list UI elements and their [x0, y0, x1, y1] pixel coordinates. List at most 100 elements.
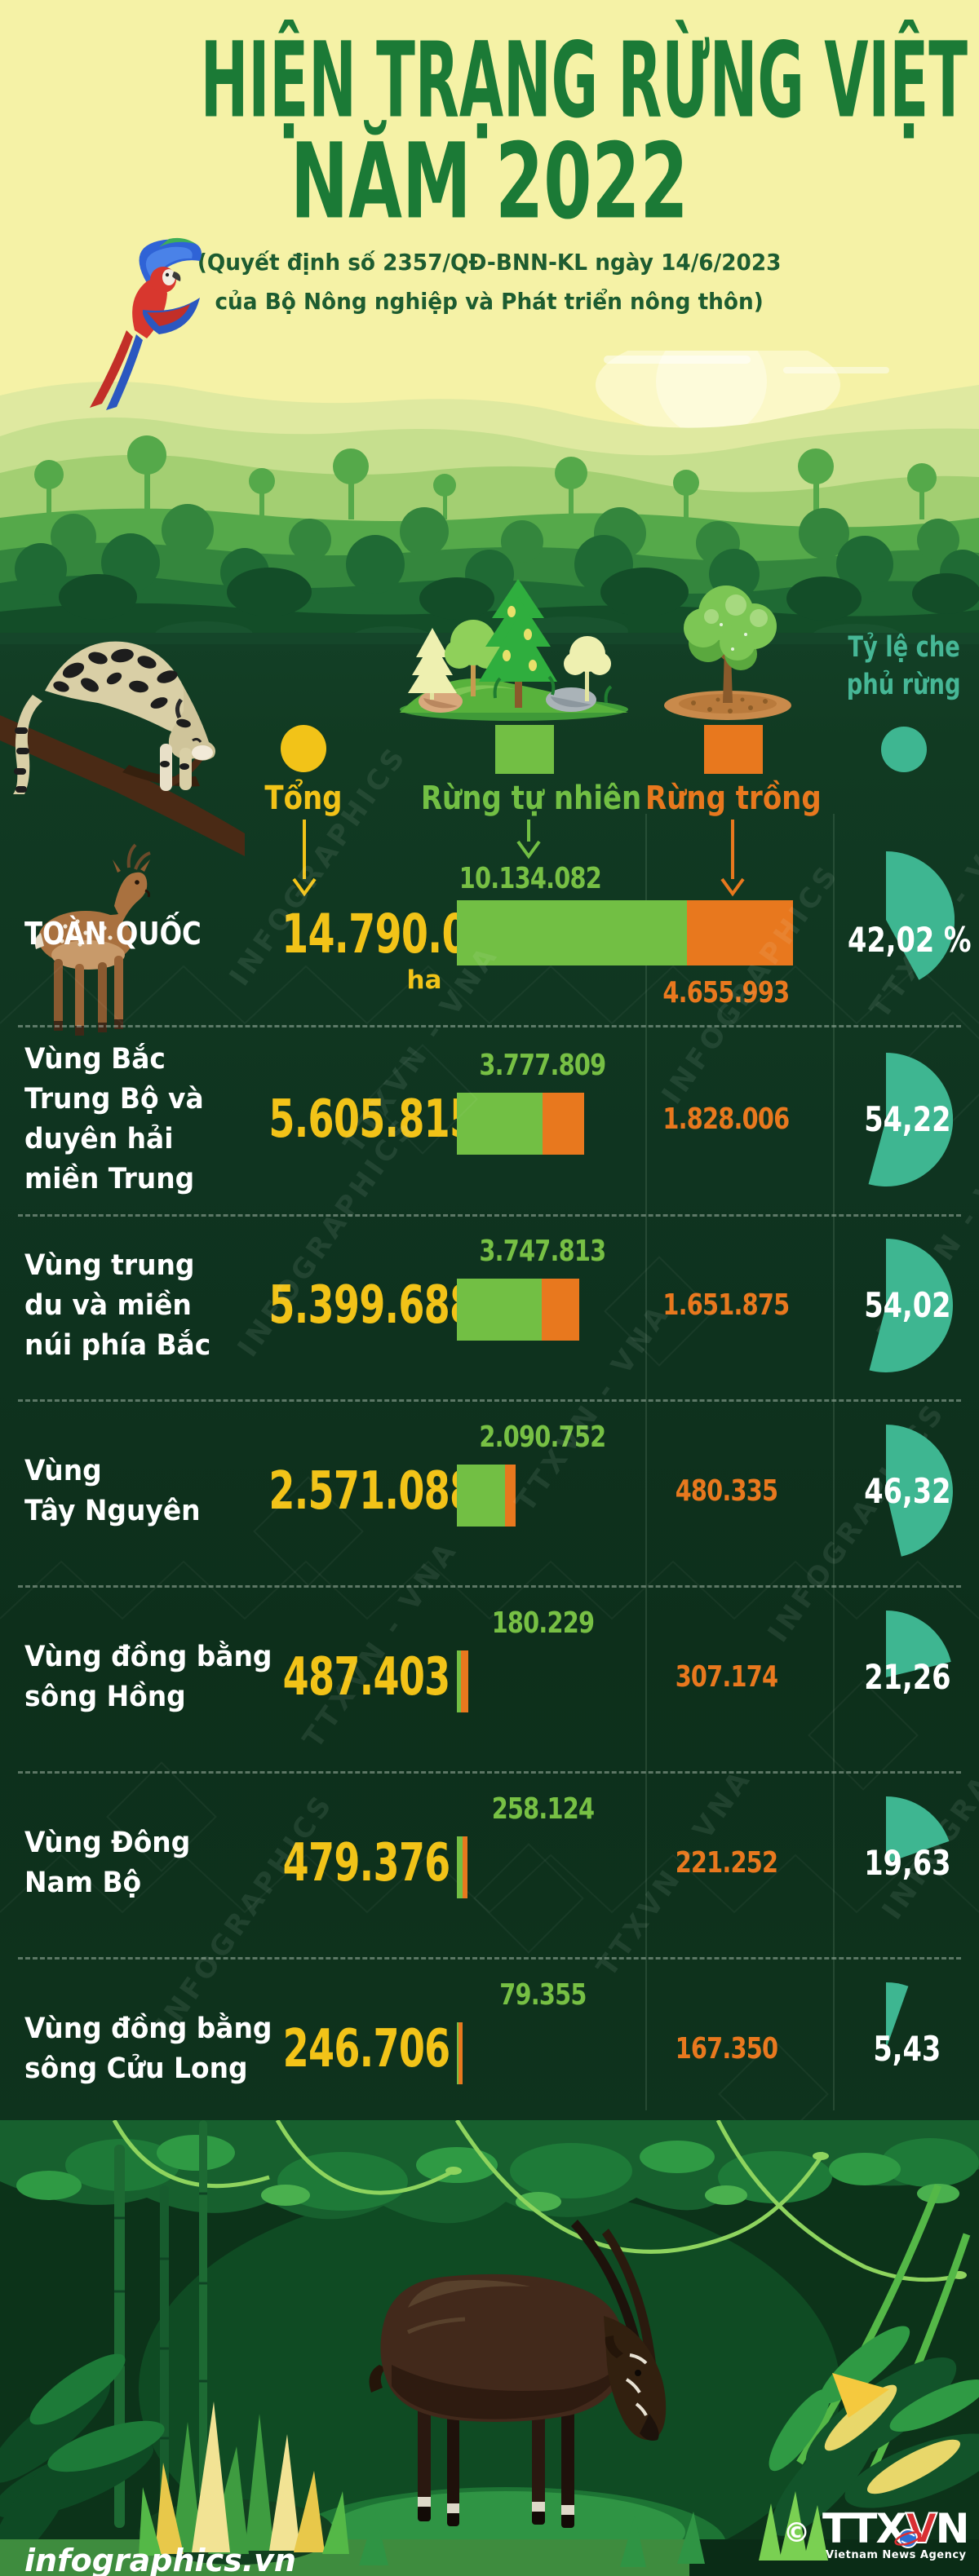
website-text: infographics.vn: [24, 2543, 296, 2576]
forest-bar-planted: [687, 900, 793, 965]
forest-bar-planted: [461, 1650, 468, 1712]
forest-bar-natural: [457, 1650, 461, 1712]
unit-label: ha: [406, 965, 442, 995]
page-title-line2: NĂM 2022: [0, 120, 979, 242]
coverage-pie: [886, 1982, 909, 2049]
region-name-line: Vùng Bắc: [24, 1043, 166, 1076]
region-name-line: Vùng trung: [24, 1249, 195, 1282]
page-title-line1: HIỆN TRẠNG RỪNG VIỆT NAM: [0, 19, 979, 141]
forest-bar-planted: [542, 1279, 579, 1341]
region-name-line: duyên hải: [24, 1123, 174, 1155]
forest-bar-natural: [457, 2022, 458, 2084]
total-value-text: 2.571.088: [268, 1461, 476, 1522]
copyright-icon: ©: [783, 2516, 810, 2548]
title-text-1: HIỆN TRẠNG RỪNG VIỆT NAM: [200, 19, 979, 142]
planted-value: 1.828.006: [636, 1103, 816, 1136]
region-name-line: Vùng Đông: [24, 1827, 191, 1859]
watermark-diamond: [473, 1843, 584, 1954]
region-name-line: miền Trung: [24, 1163, 195, 1195]
forest-bar-natural: [457, 1279, 542, 1341]
total-value-text: 5.399.688: [268, 1275, 476, 1336]
region-name: Vùng Bắc Trung Bộ và duyên hải miền Trung: [24, 1040, 215, 1200]
forest-bar: [457, 2022, 463, 2084]
natural-value: 2.090.752: [445, 1421, 640, 1454]
row-separator-2: [18, 1214, 961, 1217]
coverage-pie: [886, 1425, 953, 1557]
jungle-footer-illustration: [0, 2120, 979, 2576]
total-value-text: 246.706: [282, 2019, 450, 2079]
coverage-legend-label-1: Tỷ lệ che: [822, 631, 979, 664]
planted-value-text: 307.174: [675, 1660, 777, 1694]
planted-value-text: 1.828.006: [662, 1102, 791, 1136]
planted-value: 1.651.875: [636, 1289, 816, 1322]
region-name-line: núi phía Bắc: [24, 1329, 211, 1362]
forest-bar: [457, 1279, 579, 1341]
total-value: 5.399.688: [188, 1273, 476, 1338]
natural-forest-illustration: [400, 579, 628, 721]
total-value: 5.605.815: [188, 1087, 476, 1152]
subtitle-text-1: (Quyết định số 2357/QĐ-BNN-KL ngày 14/6/…: [197, 249, 782, 276]
forest-bar-planted: [505, 1465, 516, 1527]
agency-acronym-letter: N: [935, 2505, 970, 2552]
region-name-line: TOÀN QUỐC: [24, 916, 202, 952]
coverage-legend-text-2: phủ rừng: [847, 669, 961, 701]
planted-value: 307.174: [636, 1661, 816, 1694]
natural-value-text: 3.777.809: [479, 1049, 607, 1082]
coverage-pie: [869, 1239, 953, 1372]
coverage-value: 46,32: [834, 1474, 979, 1509]
natural-arrow-icon: [516, 820, 541, 859]
planted-value-text: 4.655.993: [662, 976, 791, 1010]
row-separator-1: [18, 1025, 961, 1027]
planted-legend-label: Rừng trồng: [611, 780, 856, 817]
total-legend-text: Tổng: [264, 780, 343, 817]
row-separator-3: [18, 1399, 961, 1402]
agency-acronym-letter: T: [822, 2505, 851, 2552]
region-name-line: Nam Bộ: [24, 1867, 142, 1899]
coverage-value: 21,26: [834, 1659, 979, 1695]
total-value: 487.403: [188, 1645, 450, 1710]
planted-legend-swatch: [704, 725, 763, 774]
total-arrow-icon: [292, 820, 317, 897]
clouded-leopard-illustration: [0, 641, 245, 856]
header: HIỆN TRẠNG RỪNG VIỆT NAM NĂM 2022 (Quyết…: [0, 0, 979, 359]
total-legend-label: Tổng: [238, 780, 369, 817]
forest-bar-natural: [457, 900, 687, 965]
region-name: TOÀN QUỐC: [24, 914, 233, 954]
region-name: Vùng Đông Nam Bộ: [24, 1823, 201, 1903]
planted-value-text: 221.252: [675, 1846, 777, 1880]
planted-tree-illustration: [664, 585, 791, 720]
planted-value-text: 1.651.875: [662, 1288, 791, 1322]
coverage-value-text: 19,63: [863, 1843, 951, 1883]
coverage-pie: [886, 1796, 950, 1863]
column-divider-2: [833, 814, 835, 2110]
planted-value: 4.655.993: [636, 977, 816, 1010]
natural-legend-label: Rừng tự nhiên: [401, 780, 646, 817]
forest-bar: [457, 1465, 516, 1527]
coverage-value: 54,22: [834, 1102, 979, 1138]
coverage-value: 19,63: [834, 1845, 979, 1881]
coverage-legend-label-2: phủ rừng: [822, 669, 979, 701]
forest-bar-natural: [457, 1836, 463, 1898]
deer-illustration: [34, 843, 151, 1036]
natural-value: 79.355: [445, 1979, 640, 2012]
total-value-text: 5.605.815: [268, 1089, 476, 1150]
natural-value-text: 10.134.082: [458, 862, 602, 895]
region-name-line: sông Hồng: [24, 1681, 186, 1713]
website-credit: infographics.vn: [24, 2543, 296, 2576]
coverage-value-text: 42,02 %: [848, 920, 972, 960]
coverage-pie: [868, 1053, 953, 1186]
region-name: Vùng đồng bằng sông Hồng: [24, 1637, 288, 1717]
natural-value: 10.134.082: [432, 863, 628, 895]
coverage-value-text: 54,22: [863, 1099, 951, 1139]
coverage-value-text: 21,26: [863, 1657, 951, 1697]
total-value: 479.376: [188, 1831, 450, 1896]
natural-value: 3.747.813: [445, 1235, 640, 1268]
forest-bar-planted: [543, 1093, 584, 1155]
total-legend-swatch: [281, 725, 326, 772]
natural-value-text: 3.747.813: [479, 1235, 607, 1268]
natural-value-text: 258.124: [491, 1792, 594, 1826]
coverage-legend-text-1: Tỷ lệ che: [848, 631, 960, 664]
